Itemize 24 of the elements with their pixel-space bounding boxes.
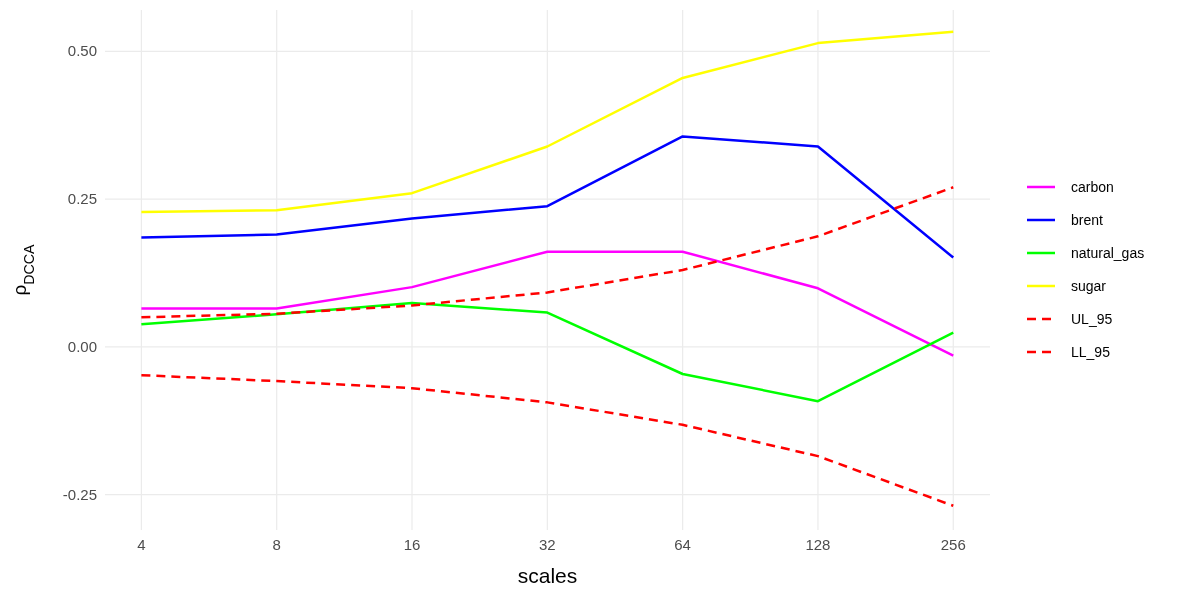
line-series [140, 373, 955, 508]
x-tick-label: 128 [805, 536, 831, 553]
y-tick-label: -0.25 [62, 485, 97, 503]
legend-label: brent [1071, 212, 1104, 228]
legend-label: UL_95 [1071, 311, 1113, 327]
x-tick-label: 256 [940, 536, 966, 553]
line-series [140, 135, 955, 259]
x-tick-label: 4 [137, 536, 146, 553]
line-series [140, 250, 955, 357]
y-tick-label: 0.25 [67, 190, 97, 208]
legend-label: carbon [1071, 179, 1114, 195]
legend-label: LL_95 [1071, 344, 1111, 360]
legend-label: natural_gas [1071, 245, 1145, 261]
x-tick-label: 8 [272, 536, 281, 553]
line-series [140, 301, 955, 403]
line-series [140, 30, 955, 214]
x-tick-label: 16 [403, 536, 421, 553]
x-axis-title: scales [517, 564, 578, 587]
x-tick-label: 64 [674, 536, 691, 553]
y-tick-label: 0.50 [67, 42, 97, 60]
x-tick-label: 32 [538, 536, 556, 553]
y-tick-label: 0.00 [67, 337, 97, 355]
line-series [140, 186, 955, 319]
legend-label: sugar [1071, 278, 1107, 294]
